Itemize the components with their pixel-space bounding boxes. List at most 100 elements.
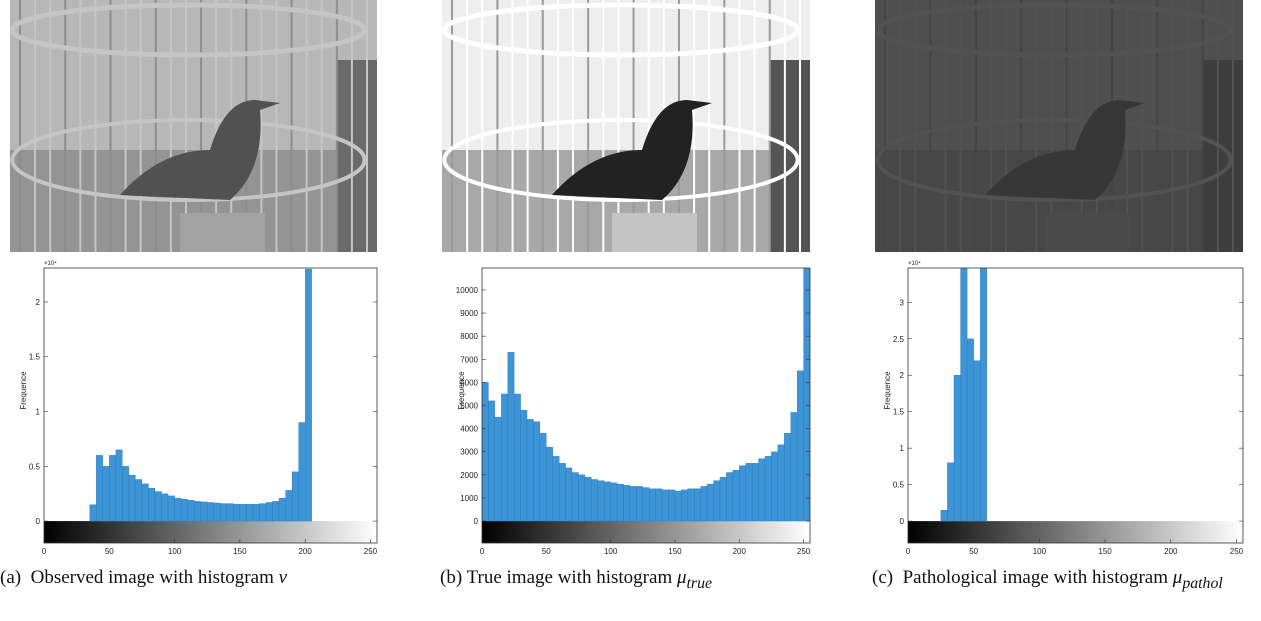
photo-scene — [10, 0, 377, 252]
caption-text: True image with histogram — [466, 567, 673, 588]
x-tick-label: 250 — [797, 547, 811, 556]
y-tick-label: 1.5 — [29, 353, 41, 362]
x-tick-label: 200 — [733, 547, 747, 556]
bar — [591, 479, 598, 522]
bird — [120, 100, 280, 200]
axes-box — [907, 267, 1244, 544]
y-tick-label: 4000 — [460, 425, 478, 434]
bar — [973, 360, 981, 522]
bar — [674, 490, 682, 522]
bars — [940, 268, 987, 522]
cage-ring — [442, 2, 801, 58]
x-tick-label: 100 — [1033, 547, 1047, 556]
y-tick-label: 6000 — [460, 378, 478, 387]
caption-label: (a) — [0, 567, 22, 588]
bar — [687, 488, 695, 522]
cage-ring — [875, 118, 1233, 202]
bar — [642, 487, 650, 522]
bar — [616, 483, 624, 522]
y-tick-label: 0 — [36, 517, 41, 526]
bar — [109, 455, 116, 522]
feeder — [612, 213, 697, 252]
x-tick-label: 0 — [480, 547, 485, 556]
caption: (a) Observed image with histogram ν — [0, 566, 392, 590]
bar — [187, 500, 195, 522]
bar — [259, 503, 267, 522]
bar — [194, 501, 201, 522]
colorbar — [908, 521, 1243, 543]
bar — [700, 486, 708, 522]
bar — [661, 489, 669, 522]
axes-box — [43, 267, 378, 544]
bar — [629, 486, 637, 522]
bar — [604, 481, 611, 522]
bar — [252, 503, 260, 522]
bar — [739, 465, 746, 522]
bar — [278, 497, 286, 522]
bar — [115, 449, 123, 522]
bar — [539, 433, 547, 522]
bar — [764, 456, 772, 522]
bar — [220, 503, 227, 522]
bar — [285, 490, 293, 522]
bar — [713, 480, 721, 522]
y-exponent: ×10⁴ — [44, 260, 57, 267]
photo-scene — [442, 0, 810, 252]
bar — [706, 483, 714, 522]
x-tick-label: 150 — [668, 547, 682, 556]
x-tick-label: 100 — [168, 547, 182, 556]
caption-subscript: pathol — [1182, 574, 1223, 592]
bar — [501, 393, 508, 522]
x-tick-label: 0 — [906, 547, 911, 556]
bar — [507, 352, 515, 522]
x-tick-label: 200 — [1164, 547, 1178, 556]
bar — [102, 466, 110, 522]
bar — [732, 470, 740, 522]
y-tick-label: 8000 — [460, 332, 478, 341]
photo — [442, 0, 810, 252]
histogram-chart: 0 0.5 1 1.5 2 0 50 100 150 200 250 Frequence ×10⁴ — [19, 260, 378, 556]
bar — [494, 416, 502, 522]
bar — [796, 370, 804, 522]
bar — [771, 451, 778, 522]
colorbar — [482, 521, 810, 543]
histogram-chart: 0 0.5 1 1.5 2 2.5 3 0 50 100 150 200 250 Frequence ×10… — [883, 260, 1244, 556]
colorbar — [44, 521, 377, 543]
caption-symbol: μ — [676, 567, 687, 588]
bar — [272, 501, 280, 522]
bar — [135, 479, 143, 522]
photo-shade — [770, 60, 810, 252]
bar — [239, 503, 247, 522]
bar — [265, 502, 273, 522]
x-tick-label: 250 — [364, 547, 378, 556]
bar — [233, 503, 241, 522]
bar — [520, 409, 528, 522]
caption-text: Observed image with histogram — [30, 567, 274, 588]
x-tick-label: 50 — [542, 547, 551, 556]
bar — [649, 488, 656, 522]
bar — [953, 375, 961, 522]
bar — [141, 483, 149, 522]
photo — [875, 0, 1243, 252]
y-tick-label: 5000 — [460, 402, 478, 411]
bar — [668, 489, 676, 522]
caption: (b) True image with histogram μtrue — [440, 566, 840, 596]
bar — [213, 502, 221, 522]
bar — [784, 433, 791, 522]
y-tick-label: 3 — [900, 298, 905, 307]
bar — [597, 480, 605, 522]
bar — [790, 412, 798, 522]
caption-symbol: ν — [278, 567, 288, 588]
y-exponent: ×10⁴ — [908, 260, 921, 267]
bar — [122, 466, 130, 522]
bar — [571, 472, 579, 522]
bar — [128, 474, 136, 522]
bar — [745, 463, 753, 522]
bar — [636, 486, 643, 522]
y-tick-label: 0.5 — [893, 481, 905, 490]
caption-text: Pathological image with histogram — [902, 567, 1169, 588]
y-axis-label: Frequence — [457, 371, 466, 410]
feeder — [1045, 213, 1130, 252]
caption: (c) Pathological image with histogram μp… — [872, 566, 1247, 596]
